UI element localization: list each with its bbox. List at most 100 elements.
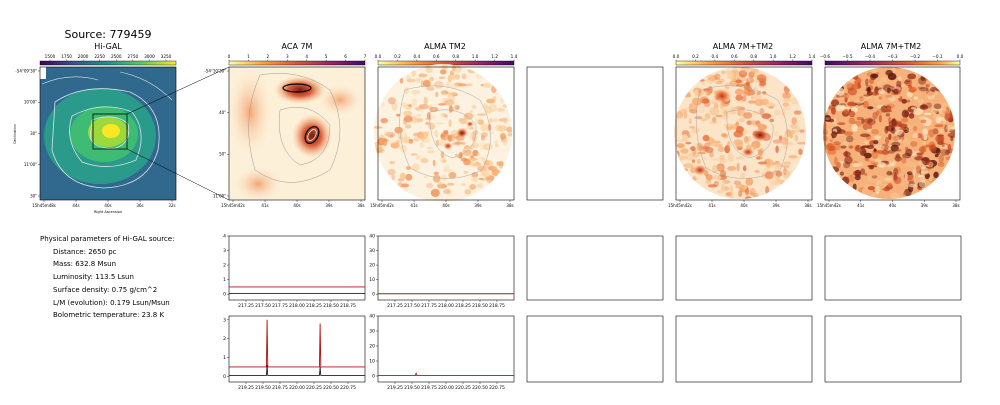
noise-speck: [862, 122, 873, 131]
noise-speck: [840, 145, 847, 149]
noise-speck: [907, 73, 917, 80]
noise-speck: [890, 127, 896, 134]
noise-speck: [692, 97, 702, 106]
noise-speck: [374, 148, 383, 152]
noise-speck: [769, 178, 776, 187]
noise-speck: [950, 126, 955, 130]
noise-speck: [504, 117, 508, 125]
noise-speck: [469, 109, 473, 114]
noise-speck: [877, 89, 886, 95]
noise-speck: [488, 131, 495, 135]
noise-speck: [753, 94, 762, 100]
noise-speck: [843, 131, 854, 136]
noise-speck: [440, 113, 447, 118]
noise-speck: [891, 141, 901, 147]
noise-speck: [420, 157, 429, 164]
noise-speck: [875, 180, 882, 186]
noise-speck: [454, 64, 462, 73]
spectrum-y-tick-label: 40: [369, 314, 375, 320]
higal-white-mask: [40, 67, 46, 79]
almatm2-emission: [466, 121, 474, 127]
noise-speck: [414, 107, 422, 111]
noise-speck: [775, 145, 779, 154]
noise-speck: [917, 133, 923, 139]
spectrum-x-tick-label: 220.00: [438, 385, 454, 391]
noise-speck: [440, 134, 445, 138]
noise-speck: [498, 118, 509, 122]
noise-speck: [866, 91, 874, 96]
noise-speck: [411, 98, 417, 107]
colorbar-tick-label: 0.0: [673, 54, 680, 59]
noise-speck: [719, 154, 725, 160]
y-tick-label: 30": [30, 193, 37, 198]
colorbar-tick-label: 0.0: [957, 54, 964, 59]
noise-speck: [823, 122, 827, 130]
noise-speck: [847, 87, 854, 91]
noise-speck: [498, 161, 504, 169]
noise-speck: [904, 110, 910, 118]
spectrum-y-tick-label: 2: [223, 263, 226, 269]
spectrum-x-tick-label: 218.25: [306, 303, 322, 309]
spectrum-x-tick-label: 217.25: [238, 303, 254, 309]
noise-speck: [756, 91, 762, 96]
combo-colorbar-ticks: 0.0 0.2 0.4 0.6 0.8 1.0 1.2 1.4: [673, 54, 816, 61]
noise-speck: [740, 69, 747, 75]
noise-speck: [738, 117, 746, 123]
noise-speck: [868, 165, 874, 170]
noise-speck: [448, 106, 455, 112]
noise-speck: [470, 175, 474, 181]
noise-speck: [439, 69, 447, 75]
noise-speck: [709, 107, 720, 116]
noise-speck: [949, 128, 955, 133]
noise-speck: [862, 100, 869, 108]
noise-speck: [938, 154, 945, 163]
noise-speck: [696, 143, 703, 152]
noise-speck: [494, 140, 499, 145]
noise-speck: [831, 131, 837, 139]
noise-speck: [867, 118, 876, 126]
noise-speck: [387, 97, 396, 105]
spectrum-y-tick-label: 4: [223, 234, 226, 240]
noise-speck: [847, 174, 855, 182]
x-tick-label: 41s: [708, 203, 715, 208]
noise-speck: [429, 76, 435, 82]
noise-speck: [941, 106, 945, 111]
noise-speck: [453, 101, 458, 109]
noise-speck: [688, 103, 694, 112]
noise-speck: [381, 102, 385, 108]
noise-speck: [752, 142, 757, 151]
noise-speck: [418, 73, 428, 78]
noise-speck: [411, 69, 416, 77]
noise-speck: [733, 130, 744, 138]
colorbar-tick-label: 1.0: [472, 54, 479, 59]
zoom-connector: [126, 66, 230, 115]
noise-speck: [414, 113, 422, 117]
noise-speck: [860, 168, 866, 175]
noise-speck: [738, 190, 743, 198]
noise-speck: [497, 125, 508, 132]
noise-speck: [727, 141, 731, 150]
noise-speck: [406, 78, 416, 83]
noise-speck: [391, 102, 398, 111]
x-tick-label: 36s: [136, 203, 143, 208]
noise-speck: [883, 176, 894, 183]
colorbar-tick-label: 1500: [45, 54, 56, 59]
noise-speck: [727, 153, 735, 162]
x-tick-label: 38s: [357, 203, 364, 208]
x-tick-label: 39s: [921, 203, 928, 208]
y-tick-label: 10'00": [24, 100, 37, 105]
x-tick-label: 15h45m42s: [817, 203, 841, 208]
aca7m-contour: [248, 73, 341, 183]
spectrum-y-tick-label: 1: [223, 277, 226, 283]
noise-speck: [464, 189, 472, 195]
noise-speck: [418, 104, 429, 110]
spectrum-y-tick-label: 10: [369, 359, 375, 365]
noise-speck: [861, 148, 866, 156]
higal-contour: [89, 116, 130, 149]
almatm2-noise: [374, 64, 512, 198]
noise-speck: [848, 117, 856, 125]
noise-speck: [895, 153, 901, 159]
colorbar-tick-label: 0.0: [375, 54, 382, 59]
noise-speck: [902, 192, 907, 196]
noise-speck: [707, 86, 713, 94]
